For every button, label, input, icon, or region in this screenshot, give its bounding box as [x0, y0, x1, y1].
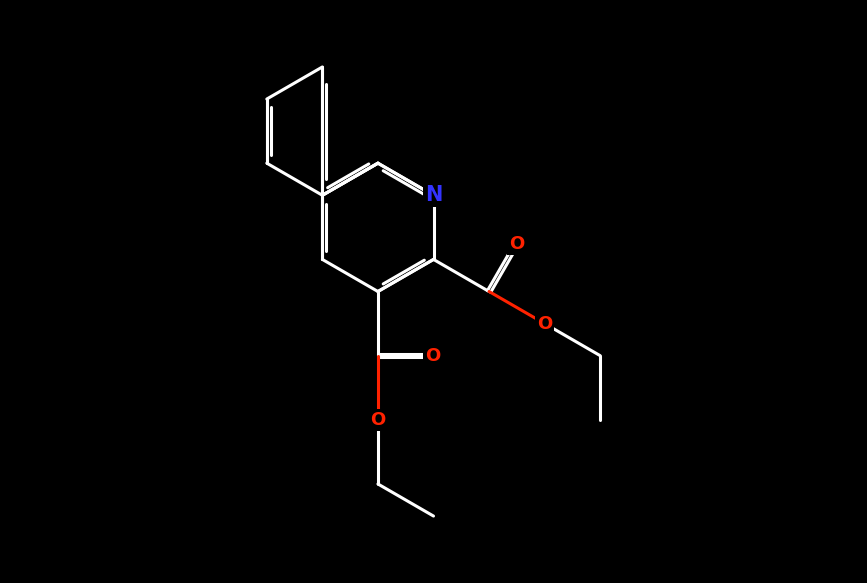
- Text: O: O: [370, 411, 386, 429]
- Text: O: O: [537, 315, 552, 332]
- Text: O: O: [425, 347, 440, 364]
- Text: N: N: [425, 185, 442, 205]
- Text: O: O: [509, 236, 524, 253]
